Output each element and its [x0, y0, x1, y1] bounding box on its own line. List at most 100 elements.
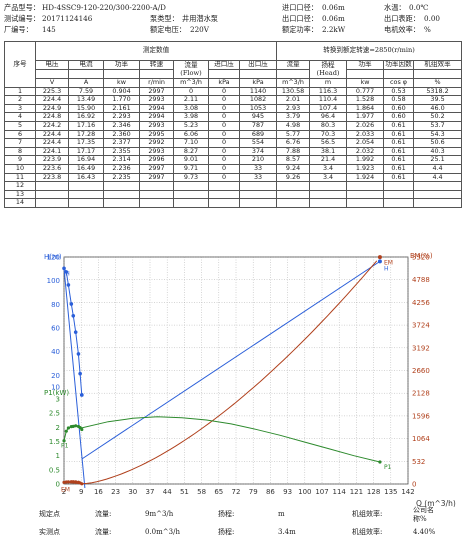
table-cell: 12: [4, 181, 36, 191]
performance-table: 序号 测定数值 转换到额定转速=2850(r/min) 电压 电流 功率 转速 流量 (…: [4, 41, 463, 208]
column-name-row-2: [5, 69, 463, 79]
table-cell: 6.06: [173, 129, 209, 140]
column-unit: %: [413, 78, 463, 88]
table-cell: [139, 181, 174, 191]
motor-eff-label: 电机效率：: [384, 25, 420, 34]
em-tick-label: 1596: [412, 412, 430, 420]
x-tick-label: 51: [180, 488, 189, 496]
table-cell: 374: [238, 146, 278, 157]
table-cell: 2993: [139, 95, 174, 105]
table-cell: [346, 189, 385, 200]
column-unit: m: [309, 78, 348, 88]
table-cell: 0.58: [383, 95, 415, 105]
measured-flow-value: 0.0m^3/h: [145, 528, 180, 536]
table-cell: 0: [208, 172, 240, 183]
table-cell: 40.3: [413, 146, 463, 157]
measured-group-header: 测定数值: [34, 41, 278, 61]
table-cell: 13: [4, 189, 36, 200]
table-cell: [35, 181, 69, 191]
table-cell: 2.032: [346, 146, 385, 157]
table-cell: 689: [238, 129, 278, 140]
table-cell: 8.27: [173, 146, 209, 157]
table-cell: 16.94: [68, 155, 104, 165]
table-cell: [139, 189, 174, 200]
table-row: 11 223.8 16.43 2.235 2997 9.73 0 33 9.26 3.4 1.924…: [4, 172, 463, 183]
measured-flow-label: 流量:: [95, 528, 112, 536]
performance-chart: 2 9 16 23 30 37 44 51 58 65 72 79 86 93 100 107 114 121 12…: [0, 242, 465, 507]
table-cell: 0: [208, 112, 240, 122]
table-cell: 0.777: [346, 86, 385, 97]
rated-point-label: 规定点: [39, 510, 60, 518]
table-cell: 1.992: [346, 155, 385, 165]
table-cell: [139, 198, 174, 208]
table-cell: 9.71: [173, 163, 209, 174]
table-cell: 0.61: [383, 129, 415, 140]
rated-eff-label: 机组效率:: [352, 510, 383, 518]
em-point: [377, 255, 382, 260]
measured-head-value: 3.4m: [278, 528, 296, 536]
measured-head-label: 扬程:: [218, 528, 235, 536]
table-cell: 1.528: [346, 95, 385, 105]
table-row: 9 223.9 16.94 2.314 2996 9.01 0 210 8.57 21.4 1.99…: [4, 155, 463, 165]
x-tick-label: 23: [111, 488, 120, 496]
table-cell: 224.1: [35, 146, 69, 157]
table-cell: 2.11: [173, 95, 209, 105]
table-cell: 2.314: [103, 155, 140, 165]
column-name: 电流: [68, 60, 104, 70]
factory-no-label: 厂编号：: [4, 25, 33, 34]
table-cell: [309, 189, 348, 200]
table-cell: [276, 181, 311, 191]
table-cell: 223.8: [35, 172, 69, 183]
em-tick-label: 3192: [412, 344, 430, 352]
inlet-label: 进口口径：: [282, 3, 318, 12]
table-cell: 2.161: [103, 103, 140, 114]
p1-tick-label: 1: [56, 452, 60, 460]
table-cell: [309, 181, 348, 191]
h-point: [78, 371, 82, 376]
rated-voltage-value: 220V: [190, 25, 209, 34]
table-cell: 50.2: [413, 112, 463, 122]
x-tick-label: 9: [79, 488, 83, 496]
table-cell: 0.60: [383, 103, 415, 114]
table-cell: 0: [208, 120, 240, 131]
table-cell: [413, 189, 463, 200]
table-cell: 16.92: [68, 112, 104, 122]
rated-flow-label: 流量:: [95, 510, 112, 518]
table-cell: 0.61: [383, 163, 415, 174]
x-tick-label: 30: [128, 488, 137, 496]
table-row: 7 224.4 17.35 2.377 2992 7.10 0 554 6.76 56.5 2.05…: [4, 138, 463, 148]
column-name: 流量 (Flow): [173, 60, 209, 79]
h-curve-tag: H: [384, 265, 389, 272]
em-curve-tag: EM: [384, 259, 393, 266]
h-tick-label: 40: [51, 348, 60, 356]
table-row: 4 224.8 16.92 2.293 2994 3.98 0 945 3.79 96.4 1.97…: [4, 112, 463, 122]
h-tick-label: 120: [47, 254, 60, 262]
h-point: [377, 259, 382, 264]
table-cell: 2.054: [346, 138, 385, 148]
report-header: 产品型号： HD-4SSC9-120-220/300-2200-A/D 进口口径…: [4, 2, 461, 40]
table-cell: 80.3: [309, 120, 348, 131]
table-cell: 5318.2: [413, 86, 463, 97]
column-unit: kw: [103, 78, 140, 88]
table-cell: [35, 198, 69, 208]
table-cell: 2995: [139, 129, 174, 140]
h-tick-label: 60: [51, 325, 60, 333]
column-unit: kw: [346, 78, 385, 88]
measured-eff-label: 机组效率:: [352, 528, 383, 536]
column-name-gap: [103, 69, 140, 79]
table-cell: 110.4: [309, 95, 348, 105]
column-name: 转速: [139, 60, 174, 70]
table-cell: 2994: [139, 112, 174, 122]
column-name-gap: [68, 69, 104, 79]
column-name: 进口压: [208, 60, 240, 70]
table-cell: 224.4: [35, 138, 69, 148]
column-unit: r/min: [139, 78, 174, 88]
x-tick-label: 135: [384, 488, 397, 496]
table-cell: 46.0: [413, 103, 463, 114]
table-cell: 4.98: [276, 120, 311, 131]
table-cell: 53.7: [413, 120, 463, 131]
table-cell: 96.4: [309, 112, 348, 122]
x-tick-label: 37: [146, 488, 155, 496]
seq-header: 序号: [4, 41, 36, 88]
